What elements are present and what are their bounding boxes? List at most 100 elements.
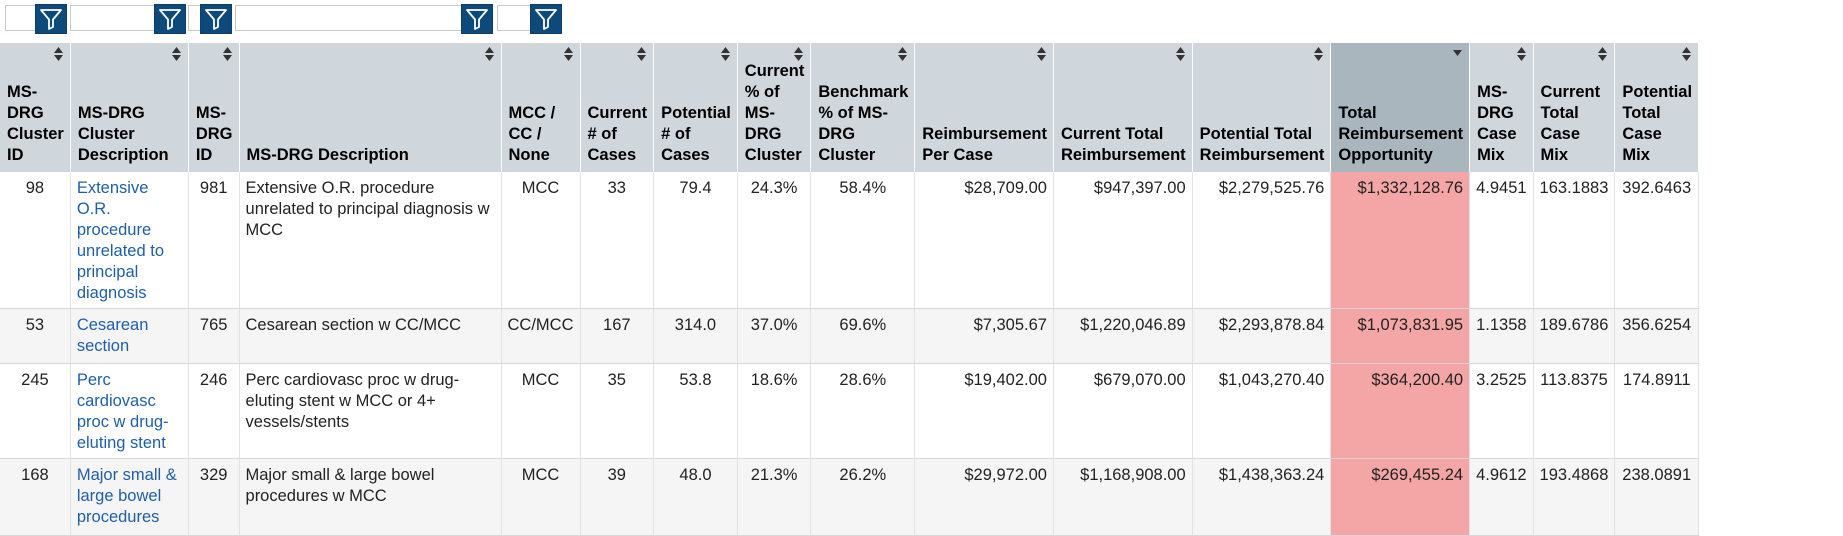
cell-drg-case-mix: 3.2525 <box>1469 363 1534 459</box>
column-header-potential-total-reimbursement[interactable]: Potential Total Reimbursement <box>1192 43 1332 172</box>
cell-potential-total-case-mix: 238.0891 <box>1614 458 1700 536</box>
sort-arrows-icon[interactable] <box>53 46 64 62</box>
filter-drg-id-button[interactable] <box>200 4 232 34</box>
column-header-drg-description[interactable]: MS-DRG Description <box>239 43 502 172</box>
funnel-icon <box>40 9 62 30</box>
funnel-icon <box>205 9 227 30</box>
cell-current-cases: 35 <box>580 363 655 459</box>
cell-drg-case-mix: 4.9612 <box>1469 458 1534 536</box>
cell-cluster-id: 245 <box>0 363 71 459</box>
cell-potential-total-case-mix: 174.8911 <box>1614 363 1700 459</box>
sort-arrows-icon[interactable] <box>636 46 647 62</box>
column-header-label: MS-DRG Description <box>246 146 409 164</box>
cell-current-cases: 39 <box>580 458 655 536</box>
cell-drg-case-mix: 4.9451 <box>1469 172 1534 309</box>
column-header-current-total-reimbursement[interactable]: Current Total Reimbursement <box>1053 43 1193 172</box>
sort-arrows-icon[interactable] <box>1175 46 1186 62</box>
sort-arrows-icon[interactable] <box>171 46 182 62</box>
filter-cluster-id-button[interactable] <box>35 4 67 34</box>
cell-current-pct: 24.3% <box>737 172 812 309</box>
column-header-label: Total Reimbursement Opportunity <box>1338 104 1464 164</box>
cell-drg-description: Major small & large bowel procedures w M… <box>239 458 502 536</box>
cell-cluster-description-link[interactable]: Major small & large bowel procedures <box>70 458 189 536</box>
cell-total-reimbursement-opportunity: $1,073,831.95 <box>1330 308 1471 364</box>
sort-arrows-icon[interactable] <box>1681 46 1692 62</box>
table-row: 53 Cesarean section 765 Cesarean section… <box>0 308 1700 364</box>
sort-arrows-icon[interactable] <box>1597 46 1608 62</box>
cell-drg-id: 329 <box>188 458 240 536</box>
cell-benchmark-pct: 58.4% <box>810 172 916 309</box>
cell-total-reimbursement-opportunity: $269,455.24 <box>1330 458 1471 536</box>
sort-arrows-icon[interactable] <box>1516 46 1527 62</box>
drg-table: MS-DRG Cluster ID MS-DRG Cluster Descrip… <box>0 43 1700 536</box>
table-row: 168 Major small & large bowel procedures… <box>0 458 1700 536</box>
cell-potential-total-reimbursement: $1,438,363.24 <box>1192 458 1332 536</box>
cell-cluster-description-link[interactable]: Extensive O.R. procedure unrelated to pr… <box>70 172 189 309</box>
sort-arrows-icon[interactable] <box>484 46 495 62</box>
filter-mcc-input[interactable] <box>497 5 532 31</box>
column-header-benchmark-pct[interactable]: Benchmark % of MS-DRG Cluster <box>810 43 916 172</box>
cell-reimbursement-per-case: $29,972.00 <box>914 458 1054 536</box>
column-header-potential-cases[interactable]: Potential # of Cases <box>653 43 738 172</box>
column-header-label: Potential Total Case Mix <box>1622 83 1693 164</box>
cell-total-reimbursement-opportunity: $1,332,128.76 <box>1330 172 1471 309</box>
funnel-icon <box>466 9 488 30</box>
column-header-label: MS-DRG Cluster ID <box>7 83 64 164</box>
sort-arrows-icon[interactable] <box>1313 46 1324 62</box>
column-header-label: Potential # of Cases <box>661 104 731 164</box>
cell-mcc: MCC <box>501 458 581 536</box>
column-header-label: MCC / CC / None <box>508 104 556 164</box>
sort-arrows-icon[interactable] <box>1036 46 1047 62</box>
sort-descending-icon[interactable] <box>1452 46 1463 62</box>
column-header-total-reimbursement-opportunity[interactable]: Total Reimbursement Opportunity <box>1330 43 1471 172</box>
cell-drg-description: Perc cardiovasc proc w drug-eluting sten… <box>239 363 502 459</box>
sort-arrows-icon[interactable] <box>793 46 804 62</box>
sort-arrows-icon[interactable] <box>720 46 731 62</box>
column-header-drg-case-mix[interactable]: MS-DRG Case Mix <box>1469 43 1534 172</box>
cell-cluster-id: 98 <box>0 172 71 309</box>
cell-potential-total-reimbursement: $1,043,270.40 <box>1192 363 1332 459</box>
column-header-drg-id[interactable]: MS-DRG ID <box>188 43 240 172</box>
cell-drg-id: 246 <box>188 363 240 459</box>
sort-arrows-icon[interactable] <box>897 46 908 62</box>
cell-cluster-description-link[interactable]: Perc cardiovasc proc w drug-eluting sten… <box>70 363 189 459</box>
cell-potential-cases: 314.0 <box>653 308 738 364</box>
filter-cluster-description-button[interactable] <box>154 4 186 34</box>
filter-cluster-id-input[interactable] <box>5 5 35 31</box>
cell-benchmark-pct: 69.6% <box>810 308 916 364</box>
cell-current-cases: 167 <box>580 308 655 364</box>
funnel-icon <box>159 9 181 30</box>
column-header-mcc-cc-none[interactable]: MCC / CC / None <box>501 43 581 172</box>
sort-arrows-icon[interactable] <box>222 46 233 62</box>
column-header-cluster-id[interactable]: MS-DRG Cluster ID <box>0 43 71 172</box>
column-header-reimbursement-per-case[interactable]: Reimbursement Per Case <box>914 43 1054 172</box>
column-header-label: Current # of Cases <box>587 104 648 164</box>
filter-drg-id-input[interactable] <box>188 5 202 31</box>
filter-cluster-description-input[interactable] <box>70 5 155 31</box>
cell-potential-total-reimbursement: $2,279,525.76 <box>1192 172 1332 309</box>
filter-mcc-button[interactable] <box>530 4 562 34</box>
column-header-label: MS-DRG Case Mix <box>1477 83 1517 164</box>
table-row: 98 Extensive O.R. procedure unrelated to… <box>0 172 1700 309</box>
cell-potential-cases: 48.0 <box>653 458 738 536</box>
sort-arrows-icon[interactable] <box>563 46 574 62</box>
filter-mcc <box>497 3 567 35</box>
cell-cluster-id: 53 <box>0 308 71 364</box>
column-header-label: Potential Total Reimbursement <box>1199 125 1325 164</box>
cell-drg-id: 765 <box>188 308 240 364</box>
cell-mcc: MCC <box>501 363 581 459</box>
filter-drg-description-button[interactable] <box>461 4 493 34</box>
cell-potential-total-case-mix: 356.6254 <box>1614 308 1700 364</box>
column-header-current-pct[interactable]: Current % of MS-DRG Cluster <box>737 43 812 172</box>
column-header-current-cases[interactable]: Current # of Cases <box>580 43 655 172</box>
column-header-cluster-description[interactable]: MS-DRG Cluster Description <box>70 43 189 172</box>
column-header-current-total-case-mix[interactable]: Current Total Case Mix <box>1533 43 1616 172</box>
filter-drg-description-input[interactable] <box>235 5 463 31</box>
cell-current-total-reimbursement: $679,070.00 <box>1053 363 1193 459</box>
cell-reimbursement-per-case: $19,402.00 <box>914 363 1054 459</box>
cell-cluster-description-link[interactable]: Cesarean section <box>70 308 189 364</box>
column-header-label: Current % of MS-DRG Cluster <box>744 62 805 164</box>
column-header-potential-total-case-mix[interactable]: Potential Total Case Mix <box>1614 43 1700 172</box>
cell-drg-description: Cesarean section w CC/MCC <box>239 308 502 364</box>
cell-reimbursement-per-case: $28,709.00 <box>914 172 1054 309</box>
